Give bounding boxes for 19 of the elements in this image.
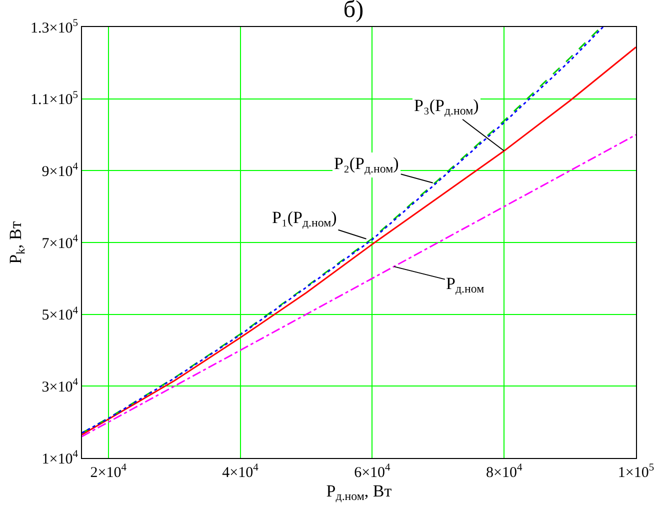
y-tick-label: 5×10$^{4}$ bbox=[42, 305, 79, 324]
x-tick-label: 4×10$^{4}$ bbox=[222, 462, 260, 481]
y-tick-label: 1.1×10$^{5}$ bbox=[30, 90, 78, 108]
y-tick-label: 1×10$^{4}$ bbox=[42, 448, 79, 468]
x-tick-label: 8×10$^{4}$ bbox=[486, 462, 523, 481]
x-axis-title: P$_{д.ном}$, Вт bbox=[326, 481, 392, 503]
annotation: P₂(P$_{д.ном}$) bbox=[334, 154, 399, 176]
x-tick-label: 6×10$^{4}$ bbox=[354, 462, 392, 481]
chart-title: б) bbox=[343, 0, 364, 23]
y-tick-label: 1.3×10$^{5}$ bbox=[30, 18, 78, 36]
annotation: P$_{д.ном}$ bbox=[446, 274, 485, 296]
line-series bbox=[82, 134, 636, 438]
y-tick-label: 9×10$^{4}$ bbox=[42, 162, 79, 180]
annotation: P₁(P$_{д.ном}$) bbox=[272, 208, 337, 230]
x-tick-label: 2×10$^{4}$ bbox=[90, 462, 128, 481]
y-tick-label: 7×10$^{4}$ bbox=[42, 233, 79, 252]
y-tick-label: 3×10$^{4}$ bbox=[42, 377, 79, 396]
x-tick-label: 1×10$^{5}$ bbox=[618, 462, 654, 481]
annotation: P₃(P$_{д.ном}$) bbox=[414, 96, 479, 118]
